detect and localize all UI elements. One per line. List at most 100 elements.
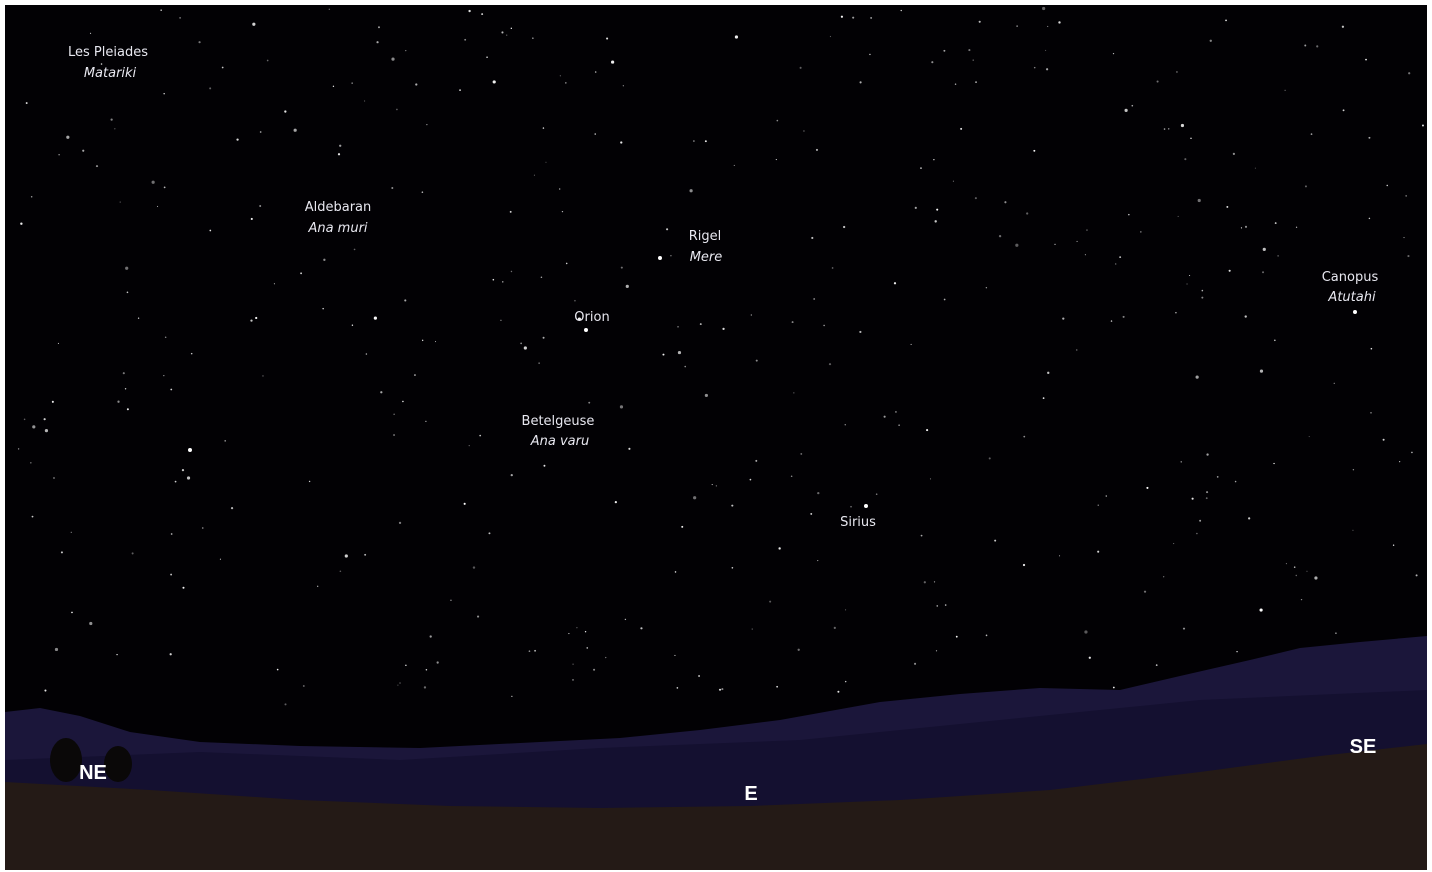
star [1210,40,1212,42]
star [693,140,695,142]
bright-star [1353,310,1357,314]
star [845,424,846,425]
star [931,61,933,63]
star [132,552,134,554]
star [1190,138,1191,139]
star [170,389,172,391]
star [125,267,128,270]
star [1097,551,1099,553]
star [1128,214,1130,216]
star [869,54,870,55]
star [817,560,818,561]
star [437,661,439,663]
star [678,351,681,354]
star [1352,530,1353,531]
object-label: Canopus [1322,270,1379,285]
object-alt-label: Matariki [84,66,137,81]
star [876,493,878,495]
star [778,547,780,549]
star [1131,105,1133,107]
star [435,341,436,342]
star [1383,439,1385,441]
star [52,401,54,403]
star [1226,206,1228,208]
star [1260,370,1263,373]
star [501,31,503,33]
star [1275,222,1277,224]
star [220,559,221,560]
star [585,631,586,632]
star [975,197,977,199]
star [1016,25,1018,27]
star [1178,216,1179,217]
star [300,272,302,274]
bright-star [188,448,192,452]
star [1046,68,1048,70]
star [573,664,574,665]
star [670,255,671,256]
star [1173,543,1174,544]
star [803,130,804,131]
star [1248,517,1250,519]
star [756,360,758,362]
star [1370,412,1371,413]
star [798,649,800,651]
star [1106,495,1107,496]
star [1306,571,1307,572]
star [511,28,512,29]
star [623,85,624,86]
star [816,149,818,151]
star [53,477,54,478]
star [935,220,937,222]
star [309,481,310,482]
star [20,223,22,225]
star [534,175,535,176]
star [534,650,536,652]
star [1405,195,1406,196]
star [352,82,353,83]
star [267,60,269,62]
star [628,448,630,450]
star [1229,270,1231,272]
star [1206,491,1208,493]
star [593,669,595,671]
star [845,681,846,682]
star [810,513,812,515]
star [1309,436,1310,437]
star [1184,158,1186,160]
star [832,267,834,269]
compass-label: NE [79,762,107,784]
star [1033,150,1035,152]
star [1343,109,1345,111]
star [127,408,129,410]
star [621,267,623,269]
star [823,325,824,326]
star [26,102,28,104]
star [1408,72,1410,74]
star [464,39,466,41]
star [222,67,224,69]
star [284,703,286,705]
star [769,601,771,603]
star [1015,244,1018,247]
star [157,206,158,207]
star [364,101,365,102]
star [1045,50,1046,51]
star [541,276,543,278]
star [378,26,380,28]
star [955,83,956,84]
star [322,308,324,310]
star [834,627,836,629]
star [1235,481,1237,483]
object-label: Aldebaran [305,200,372,215]
star [545,162,546,163]
star [677,326,678,327]
compass-label: SE [1350,736,1377,758]
object-alt-label: Mere [690,250,723,265]
star [943,50,945,52]
star [895,411,897,413]
star [1277,255,1278,256]
star [1123,316,1125,318]
star [31,196,33,198]
star [1411,452,1413,454]
